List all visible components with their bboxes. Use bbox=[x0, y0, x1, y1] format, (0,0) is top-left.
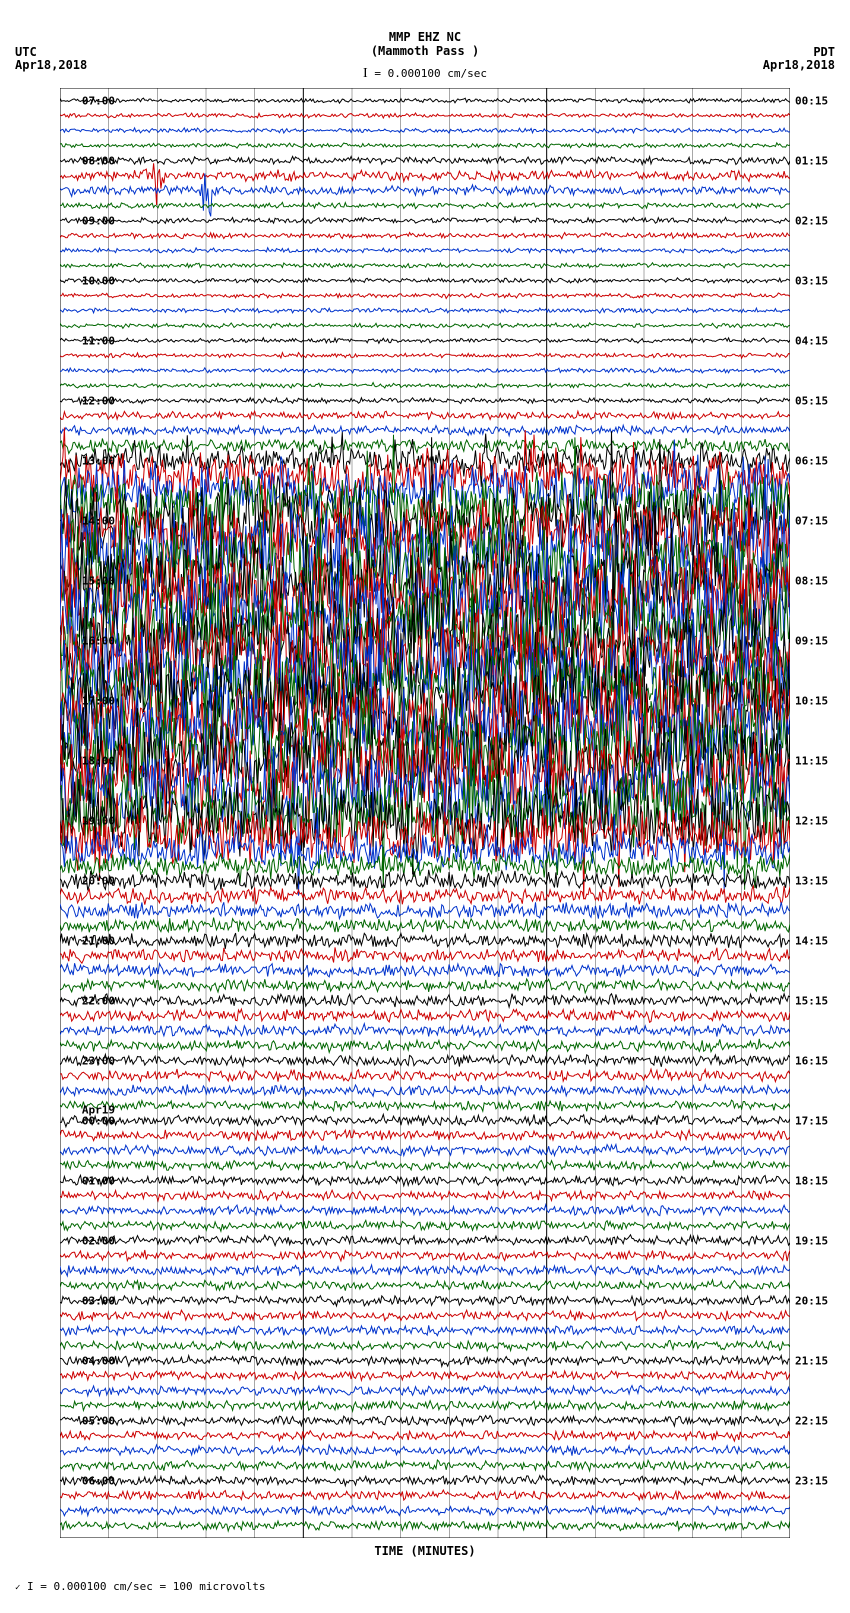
pdt-time-label: 19:15 bbox=[795, 1234, 828, 1247]
utc-time-label: 14:00 bbox=[82, 514, 115, 527]
tz-right: PDT bbox=[813, 45, 835, 59]
pdt-time-label: 05:15 bbox=[795, 394, 828, 407]
pdt-time-label: 18:15 bbox=[795, 1174, 828, 1187]
utc-time-label: 00:00 bbox=[82, 1114, 115, 1127]
pdt-time-label: 10:15 bbox=[795, 694, 828, 707]
pdt-time-label: 17:15 bbox=[795, 1114, 828, 1127]
pdt-time-label: 21:15 bbox=[795, 1354, 828, 1367]
pdt-time-label: 13:15 bbox=[795, 874, 828, 887]
pdt-time-label: 02:15 bbox=[795, 214, 828, 227]
footer-scale: ✓ I = 0.000100 cm/sec = 100 microvolts bbox=[15, 1580, 265, 1593]
utc-time-label: 22:00 bbox=[82, 994, 115, 1007]
utc-time-label: 12:00 bbox=[82, 394, 115, 407]
pdt-time-label: 01:15 bbox=[795, 154, 828, 167]
utc-time-label: 10:00 bbox=[82, 274, 115, 287]
utc-time-label: 02:00 bbox=[82, 1234, 115, 1247]
seismogram-plot: 0123456789101112131415 bbox=[60, 88, 790, 1538]
seismogram-container: MMP EHZ NC (Mammoth Pass ) I = 0.000100 … bbox=[0, 0, 850, 1613]
utc-time-label: 13:00 bbox=[82, 454, 115, 467]
pdt-time-label: 07:15 bbox=[795, 514, 828, 527]
utc-time-label: 07:00 bbox=[82, 94, 115, 107]
pdt-time-label: 22:15 bbox=[795, 1414, 828, 1427]
pdt-time-label: 06:15 bbox=[795, 454, 828, 467]
utc-time-label: 09:00 bbox=[82, 214, 115, 227]
pdt-time-label: 11:15 bbox=[795, 754, 828, 767]
chart-header: MMP EHZ NC (Mammoth Pass ) bbox=[0, 30, 850, 58]
pdt-time-label: 14:15 bbox=[795, 934, 828, 947]
xaxis-label: TIME (MINUTES) bbox=[374, 1544, 475, 1558]
utc-time-label: 18:00 bbox=[82, 754, 115, 767]
utc-time-label: 06:00 bbox=[82, 1474, 115, 1487]
utc-time-label: 08:00 bbox=[82, 154, 115, 167]
utc-time-label: 03:00 bbox=[82, 1294, 115, 1307]
utc-time-label: 19:00 bbox=[82, 814, 115, 827]
utc-time-label: 05:00 bbox=[82, 1414, 115, 1427]
utc-time-label: 20:00 bbox=[82, 874, 115, 887]
station-code: MMP EHZ NC bbox=[0, 30, 850, 44]
pdt-time-label: 12:15 bbox=[795, 814, 828, 827]
scale-bar-icon: I bbox=[363, 66, 368, 81]
utc-time-label: 16:00 bbox=[82, 634, 115, 647]
utc-time-label: 23:00 bbox=[82, 1054, 115, 1067]
utc-time-label: 17:00 bbox=[82, 694, 115, 707]
pdt-time-label: 16:15 bbox=[795, 1054, 828, 1067]
utc-time-label: 11:00 bbox=[82, 334, 115, 347]
tz-left: UTC bbox=[15, 45, 37, 59]
pdt-time-label: 04:15 bbox=[795, 334, 828, 347]
date-left: Apr18,2018 bbox=[15, 58, 87, 72]
utc-time-label: 01:00 bbox=[82, 1174, 115, 1187]
pdt-time-label: 23:15 bbox=[795, 1474, 828, 1487]
station-location: (Mammoth Pass ) bbox=[0, 44, 850, 58]
pdt-time-label: 08:15 bbox=[795, 574, 828, 587]
scale-label: I = 0.000100 cm/sec bbox=[363, 66, 487, 82]
pdt-time-label: 09:15 bbox=[795, 634, 828, 647]
utc-time-label: 21:00 bbox=[82, 934, 115, 947]
pdt-time-label: 00:15 bbox=[795, 94, 828, 107]
pdt-time-label: 15:15 bbox=[795, 994, 828, 1007]
utc-time-label: 04:00 bbox=[82, 1354, 115, 1367]
date-right: Apr18,2018 bbox=[763, 58, 835, 72]
pdt-time-label: 03:15 bbox=[795, 274, 828, 287]
pdt-time-label: 20:15 bbox=[795, 1294, 828, 1307]
utc-time-label: 15:00 bbox=[82, 574, 115, 587]
